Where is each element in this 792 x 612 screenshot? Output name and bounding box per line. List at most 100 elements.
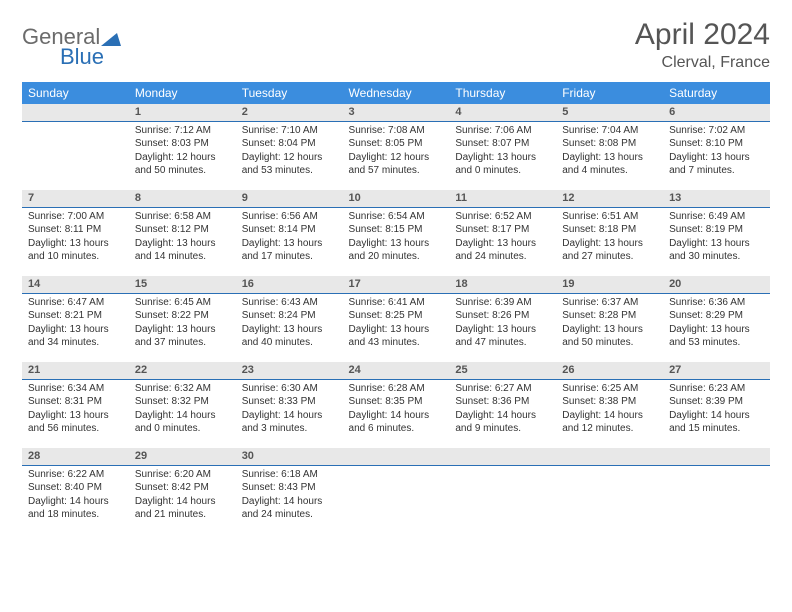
day-details: Sunrise: 6:28 AMSunset: 8:35 PMDaylight:…	[343, 380, 450, 440]
calendar-cell: 29Sunrise: 6:20 AMSunset: 8:42 PMDayligh…	[129, 448, 236, 538]
day-details: Sunrise: 7:04 AMSunset: 8:08 PMDaylight:…	[556, 122, 663, 182]
day-details: Sunrise: 6:58 AMSunset: 8:12 PMDaylight:…	[129, 208, 236, 268]
day-number: 3	[343, 104, 450, 122]
calendar-cell: 18Sunrise: 6:39 AMSunset: 8:26 PMDayligh…	[449, 276, 556, 362]
day-number: 11	[449, 190, 556, 208]
weekday-header: Wednesday	[343, 82, 450, 104]
day-details: Sunrise: 6:20 AMSunset: 8:42 PMDaylight:…	[129, 466, 236, 526]
calendar-cell: 6Sunrise: 7:02 AMSunset: 8:10 PMDaylight…	[663, 104, 770, 190]
day-number: 24	[343, 362, 450, 380]
day-details: Sunrise: 7:10 AMSunset: 8:04 PMDaylight:…	[236, 122, 343, 182]
day-number: 26	[556, 362, 663, 380]
day-number: 4	[449, 104, 556, 122]
day-number: 21	[22, 362, 129, 380]
calendar-cell: 16Sunrise: 6:43 AMSunset: 8:24 PMDayligh…	[236, 276, 343, 362]
calendar-cell	[663, 448, 770, 538]
calendar-cell: 15Sunrise: 6:45 AMSunset: 8:22 PMDayligh…	[129, 276, 236, 362]
header: GeneralBlue April 2024 Clerval, France	[22, 18, 770, 72]
day-number: 5	[556, 104, 663, 122]
logo: GeneralBlue	[22, 18, 122, 70]
day-details: Sunrise: 6:23 AMSunset: 8:39 PMDaylight:…	[663, 380, 770, 440]
calendar-cell: 23Sunrise: 6:30 AMSunset: 8:33 PMDayligh…	[236, 362, 343, 448]
day-details: Sunrise: 7:08 AMSunset: 8:05 PMDaylight:…	[343, 122, 450, 182]
day-details: Sunrise: 6:30 AMSunset: 8:33 PMDaylight:…	[236, 380, 343, 440]
day-details: Sunrise: 6:37 AMSunset: 8:28 PMDaylight:…	[556, 294, 663, 354]
page-title: April 2024	[635, 18, 770, 52]
day-details: Sunrise: 6:41 AMSunset: 8:25 PMDaylight:…	[343, 294, 450, 354]
day-details: Sunrise: 6:43 AMSunset: 8:24 PMDaylight:…	[236, 294, 343, 354]
day-number: 15	[129, 276, 236, 294]
weekday-header: Friday	[556, 82, 663, 104]
day-details: Sunrise: 6:47 AMSunset: 8:21 PMDaylight:…	[22, 294, 129, 354]
calendar-cell	[556, 448, 663, 538]
day-number: 16	[236, 276, 343, 294]
calendar-cell: 21Sunrise: 6:34 AMSunset: 8:31 PMDayligh…	[22, 362, 129, 448]
day-details: Sunrise: 6:25 AMSunset: 8:38 PMDaylight:…	[556, 380, 663, 440]
day-details: Sunrise: 6:54 AMSunset: 8:15 PMDaylight:…	[343, 208, 450, 268]
calendar-cell: 13Sunrise: 6:49 AMSunset: 8:19 PMDayligh…	[663, 190, 770, 276]
calendar-cell: 22Sunrise: 6:32 AMSunset: 8:32 PMDayligh…	[129, 362, 236, 448]
day-details: Sunrise: 7:12 AMSunset: 8:03 PMDaylight:…	[129, 122, 236, 182]
calendar-cell: 14Sunrise: 6:47 AMSunset: 8:21 PMDayligh…	[22, 276, 129, 362]
day-number: 6	[663, 104, 770, 122]
day-number-empty	[22, 104, 129, 122]
calendar-cell: 27Sunrise: 6:23 AMSunset: 8:39 PMDayligh…	[663, 362, 770, 448]
calendar-cell: 28Sunrise: 6:22 AMSunset: 8:40 PMDayligh…	[22, 448, 129, 538]
day-number: 22	[129, 362, 236, 380]
day-number: 1	[129, 104, 236, 122]
day-number: 14	[22, 276, 129, 294]
day-details: Sunrise: 6:27 AMSunset: 8:36 PMDaylight:…	[449, 380, 556, 440]
day-details: Sunrise: 6:34 AMSunset: 8:31 PMDaylight:…	[22, 380, 129, 440]
day-details: Sunrise: 6:52 AMSunset: 8:17 PMDaylight:…	[449, 208, 556, 268]
weekday-header: Monday	[129, 82, 236, 104]
calendar-cell: 25Sunrise: 6:27 AMSunset: 8:36 PMDayligh…	[449, 362, 556, 448]
day-details: Sunrise: 6:39 AMSunset: 8:26 PMDaylight:…	[449, 294, 556, 354]
day-number: 29	[129, 448, 236, 466]
day-number: 18	[449, 276, 556, 294]
day-number: 13	[663, 190, 770, 208]
day-details: Sunrise: 6:51 AMSunset: 8:18 PMDaylight:…	[556, 208, 663, 268]
calendar-cell	[22, 104, 129, 190]
day-details: Sunrise: 6:32 AMSunset: 8:32 PMDaylight:…	[129, 380, 236, 440]
day-details: Sunrise: 7:00 AMSunset: 8:11 PMDaylight:…	[22, 208, 129, 268]
calendar-cell: 17Sunrise: 6:41 AMSunset: 8:25 PMDayligh…	[343, 276, 450, 362]
day-details: Sunrise: 6:49 AMSunset: 8:19 PMDaylight:…	[663, 208, 770, 268]
day-details: Sunrise: 7:02 AMSunset: 8:10 PMDaylight:…	[663, 122, 770, 182]
calendar-cell: 10Sunrise: 6:54 AMSunset: 8:15 PMDayligh…	[343, 190, 450, 276]
day-number: 2	[236, 104, 343, 122]
day-details: Sunrise: 6:45 AMSunset: 8:22 PMDaylight:…	[129, 294, 236, 354]
calendar-cell: 9Sunrise: 6:56 AMSunset: 8:14 PMDaylight…	[236, 190, 343, 276]
day-number: 28	[22, 448, 129, 466]
day-details: Sunrise: 6:18 AMSunset: 8:43 PMDaylight:…	[236, 466, 343, 526]
title-block: April 2024 Clerval, France	[635, 18, 770, 72]
calendar-cell: 24Sunrise: 6:28 AMSunset: 8:35 PMDayligh…	[343, 362, 450, 448]
day-number: 27	[663, 362, 770, 380]
calendar-cell: 12Sunrise: 6:51 AMSunset: 8:18 PMDayligh…	[556, 190, 663, 276]
day-details: Sunrise: 6:56 AMSunset: 8:14 PMDaylight:…	[236, 208, 343, 268]
day-number: 25	[449, 362, 556, 380]
day-number: 10	[343, 190, 450, 208]
day-number: 7	[22, 190, 129, 208]
day-number: 12	[556, 190, 663, 208]
calendar-cell	[449, 448, 556, 538]
calendar-cell: 26Sunrise: 6:25 AMSunset: 8:38 PMDayligh…	[556, 362, 663, 448]
calendar-cell: 19Sunrise: 6:37 AMSunset: 8:28 PMDayligh…	[556, 276, 663, 362]
day-number: 23	[236, 362, 343, 380]
calendar-cell: 30Sunrise: 6:18 AMSunset: 8:43 PMDayligh…	[236, 448, 343, 538]
day-number: 17	[343, 276, 450, 294]
weekday-header: Tuesday	[236, 82, 343, 104]
calendar-cell: 11Sunrise: 6:52 AMSunset: 8:17 PMDayligh…	[449, 190, 556, 276]
day-number: 20	[663, 276, 770, 294]
day-details: Sunrise: 6:36 AMSunset: 8:29 PMDaylight:…	[663, 294, 770, 354]
weekday-header: Thursday	[449, 82, 556, 104]
day-number: 9	[236, 190, 343, 208]
weekday-header: Saturday	[663, 82, 770, 104]
calendar-cell	[343, 448, 450, 538]
day-details: Sunrise: 7:06 AMSunset: 8:07 PMDaylight:…	[449, 122, 556, 182]
location-text: Clerval, France	[635, 54, 770, 72]
calendar-cell: 20Sunrise: 6:36 AMSunset: 8:29 PMDayligh…	[663, 276, 770, 362]
calendar-cell: 3Sunrise: 7:08 AMSunset: 8:05 PMDaylight…	[343, 104, 450, 190]
day-details: Sunrise: 6:22 AMSunset: 8:40 PMDaylight:…	[22, 466, 129, 526]
day-number: 19	[556, 276, 663, 294]
day-number: 8	[129, 190, 236, 208]
